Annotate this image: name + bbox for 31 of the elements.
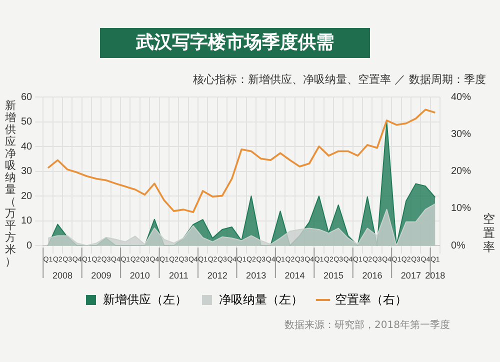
text: 2012 [207,270,228,280]
y-tick-label: 30 [21,166,33,178]
text: 2011 [168,270,188,280]
legend-label: 新增供应（左） [103,292,187,306]
y-tick-label: 10 [21,216,33,227]
y2-tick-label: 40% [450,92,472,103]
text: 2018 [425,270,446,280]
text: 2010 [130,270,150,280]
text: 2009 [91,270,112,280]
y-tick-label: 50 [21,116,33,128]
legend-label: 净吸纳量（左） [219,292,303,306]
y-tick-label: 40 [21,141,33,152]
legend-label: 空置率（右） [335,292,407,306]
text: 新增供应净吸纳量（万平方米） [5,99,16,268]
text: 2013 [246,270,266,280]
y-tick-label: 0 [26,240,33,252]
text: 2017 [400,270,421,280]
text: 2016 [362,270,382,280]
text: 2008 [52,270,72,280]
y2-tick-label: 20% [450,166,472,178]
y-tick-label: 20 [21,190,33,202]
text: 2014 [284,270,305,280]
chart-subtitle: 核心指标：新增供应、净吸纳量、空置率 ／ 数据周期：季度 [193,72,486,87]
y2-axis-title: 空置率 [482,212,496,254]
y-tick-label: 60 [21,92,33,103]
y2-tick-label: 10% [450,203,472,214]
source-note: 数据来源：研究部，2018年第一季度 [284,318,450,332]
text: 2015 [323,270,344,280]
y2-tick-label: 30% [450,128,472,140]
y2-tick-label: 0% [450,240,466,252]
chart-title: 武汉写字楼市场季度供需 [100,28,370,58]
